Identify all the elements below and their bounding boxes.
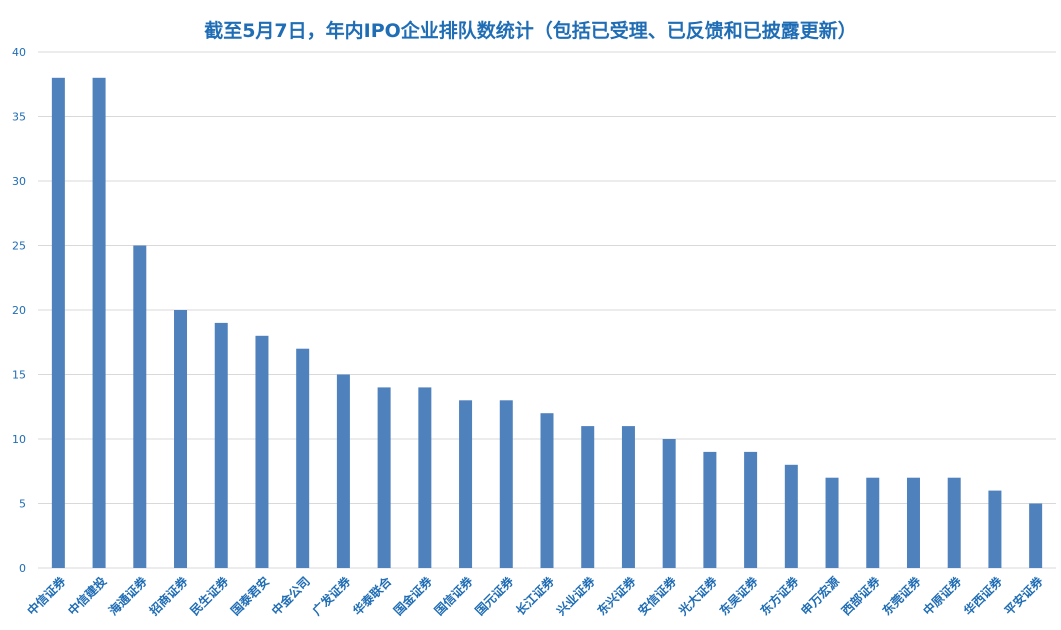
x-category-label: 申万宏源	[798, 574, 843, 619]
x-category-label: 西部证券	[838, 573, 883, 618]
bar	[133, 245, 147, 568]
bar	[988, 490, 1002, 568]
y-tick-label: 35	[12, 111, 26, 124]
x-category-label: 东莞证券	[879, 573, 924, 618]
x-category-label: 中金公司	[268, 574, 313, 619]
bar	[499, 400, 513, 568]
x-category-label: 广发证券	[309, 573, 354, 618]
bar	[947, 477, 961, 568]
bar	[214, 322, 228, 568]
x-category-label: 民生证券	[187, 573, 232, 618]
x-category-label: 兴业证券	[553, 573, 598, 618]
bar	[336, 374, 350, 568]
x-category-label: 东兴证券	[594, 573, 639, 618]
x-category-label: 招商证券	[146, 573, 191, 618]
chart-title: 截至5月7日，年内IPO企业排队数统计（包括已受理、已反馈和已披露更新）	[204, 20, 857, 42]
x-axis-labels: 中信证券中信建投海通证券招商证券民生证券国泰君安中金公司广发证券华泰联合国金证券…	[24, 573, 1047, 619]
bars	[51, 77, 1043, 569]
bar	[255, 335, 269, 568]
bar	[703, 451, 717, 568]
y-tick-label: 25	[12, 240, 26, 253]
y-tick-label: 30	[12, 175, 26, 188]
bar	[621, 426, 635, 568]
x-category-label: 中信建投	[65, 574, 110, 619]
x-category-label: 中信证券	[24, 573, 69, 618]
x-category-label: 海通证券	[105, 573, 150, 618]
y-tick-label: 10	[12, 433, 26, 446]
x-category-label: 东吴证券	[716, 573, 761, 618]
bar	[296, 348, 310, 568]
bar	[866, 477, 880, 568]
x-category-label: 东方证券	[757, 573, 802, 618]
bar	[51, 77, 65, 569]
bar	[92, 77, 106, 569]
bar	[1029, 503, 1043, 568]
x-category-label: 国信证券	[431, 573, 476, 618]
bar	[906, 477, 920, 568]
bar	[459, 400, 473, 568]
x-category-label: 光大证券	[675, 573, 721, 619]
y-tick-label: 0	[19, 562, 26, 575]
bar	[418, 387, 432, 568]
y-tick-label: 15	[12, 369, 26, 382]
y-axis-ticks: 0 5 10 15 20 25 30 35 40	[12, 46, 26, 575]
bar	[744, 451, 758, 568]
bar	[540, 413, 554, 568]
bar	[377, 387, 391, 568]
y-tick-label: 5	[19, 498, 26, 511]
bar	[174, 310, 188, 568]
y-tick-label: 40	[12, 46, 26, 59]
y-tick-label: 20	[12, 304, 26, 317]
x-category-label: 华西证券	[960, 573, 1005, 618]
x-category-label: 华泰联合	[350, 573, 395, 618]
x-category-label: 长江证券	[513, 573, 558, 618]
bar	[662, 439, 676, 568]
x-category-label: 国元证券	[472, 573, 517, 618]
bar	[581, 426, 595, 568]
x-category-label: 国金证券	[390, 573, 435, 618]
bar	[784, 464, 798, 568]
x-category-label: 国泰君安	[228, 574, 273, 619]
bar	[825, 477, 839, 568]
x-category-label: 安信证券	[635, 573, 680, 618]
x-category-label: 平安证券	[1001, 573, 1046, 618]
x-category-label: 中原证券	[920, 573, 965, 618]
